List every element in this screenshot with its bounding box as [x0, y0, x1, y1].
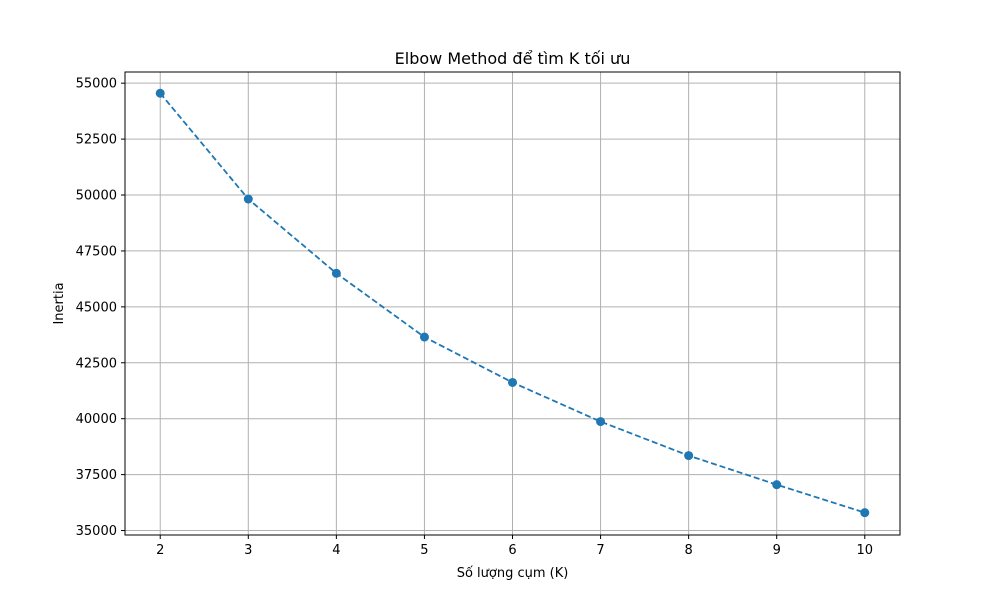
x-tick-label: 4 [332, 543, 340, 558]
data-point [596, 417, 606, 427]
y-axis-label: Inertia [52, 282, 67, 324]
x-tick-label: 3 [244, 543, 252, 558]
x-tick-label: 2 [156, 543, 164, 558]
x-tick-label: 9 [773, 543, 781, 558]
y-tick-label: 45000 [76, 300, 117, 315]
grid [125, 72, 900, 535]
x-tick-label: 7 [596, 543, 604, 558]
y-tick-label: 42500 [76, 356, 117, 371]
data-point [772, 480, 782, 490]
y-tick-label: 52500 [76, 133, 117, 148]
data-point [860, 508, 870, 518]
series-layer [155, 88, 870, 518]
x-tick-label: 6 [508, 543, 516, 558]
y-tick-label: 40000 [76, 412, 117, 427]
chart-title: Elbow Method để tìm K tối ưu [395, 49, 631, 68]
x-axis-label: Số lượng cụm (K) [457, 566, 569, 581]
y-tick-label: 37500 [76, 468, 117, 483]
y-tick-label: 47500 [76, 244, 117, 259]
ticks: 2 3 4 5 6 7 8 9 10 35000 37500 40000 42500 45000 47500… [76, 77, 873, 558]
y-tick-label: 55000 [76, 77, 117, 92]
data-point [155, 88, 165, 98]
y-tick-label: 50000 [76, 189, 117, 204]
y-tick-label: 35000 [76, 524, 117, 539]
data-point [508, 377, 517, 387]
data-point [243, 194, 253, 204]
x-tick-label: 10 [856, 543, 873, 558]
data-point [331, 268, 341, 278]
x-tick-label: 8 [684, 543, 692, 558]
data-point [684, 451, 694, 461]
data-point [419, 332, 429, 342]
x-tick-label: 5 [420, 543, 428, 558]
